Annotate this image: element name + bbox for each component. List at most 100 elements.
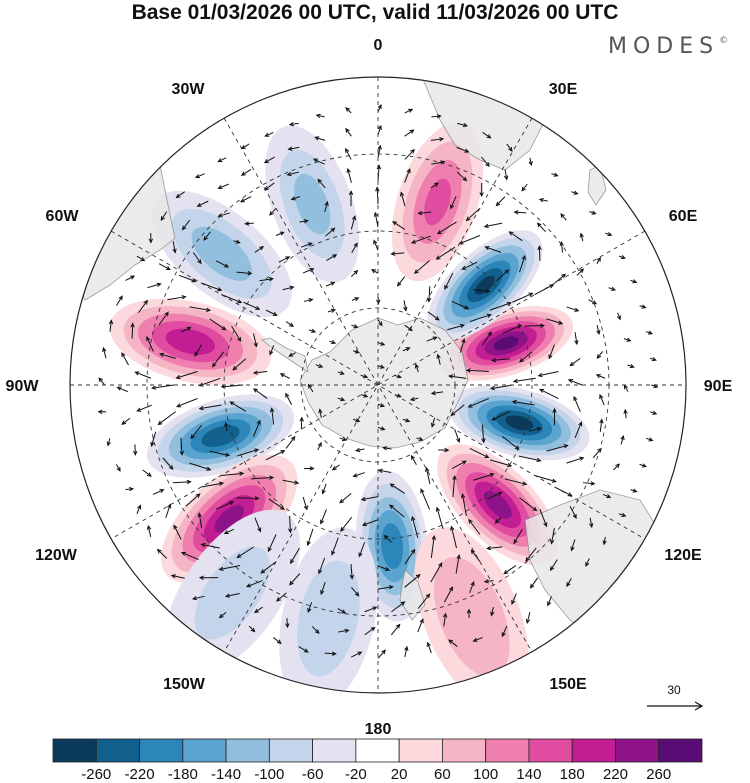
wind-arrow — [410, 235, 431, 244]
wind-arrow — [269, 407, 275, 425]
wind-arrow — [320, 581, 326, 596]
wind-arrow — [243, 301, 261, 310]
graticule — [70, 77, 686, 693]
wind-arrow — [383, 534, 392, 543]
anomaly-blob — [109, 298, 272, 385]
wind-arrow — [239, 196, 252, 203]
wind-arrow — [618, 512, 627, 517]
wind-arrow — [282, 285, 295, 291]
wind-arrow — [130, 322, 135, 339]
wind-arrow — [513, 529, 523, 545]
wind-arrow — [570, 539, 576, 552]
wind-arrow — [529, 577, 539, 589]
wind-arrow — [290, 547, 300, 565]
wind-arrow — [546, 444, 569, 452]
wind-arrow — [525, 612, 531, 624]
wind-arrow — [160, 211, 168, 222]
wind-arrow — [269, 207, 277, 216]
wind-arrow — [371, 268, 379, 274]
wind-arrow — [221, 471, 245, 476]
wind-arrow — [450, 525, 457, 549]
lon-label-120e: 120E — [664, 547, 702, 564]
wind-arrow — [424, 466, 431, 484]
wind-arrow — [358, 542, 366, 558]
wind-arrow — [447, 323, 466, 331]
wind-arrow — [649, 410, 658, 415]
wind-arrow — [361, 519, 379, 527]
lon-label-180: 180 — [365, 721, 392, 738]
wind-arrow — [314, 136, 326, 141]
wind-arrow — [588, 299, 598, 305]
colorbar-swatch — [268, 738, 314, 763]
wind-arrow — [491, 410, 511, 421]
wind-arrow — [136, 404, 152, 412]
brand-name: MODES — [608, 34, 720, 59]
wind-arrow — [136, 255, 146, 262]
wind-arrow — [151, 384, 175, 390]
wind-arrow — [554, 273, 567, 284]
wind-arrow — [327, 308, 337, 313]
wind-arrow — [479, 182, 484, 198]
colorbar-tick-label: -220 — [125, 766, 155, 783]
wind-arrow — [172, 241, 177, 254]
wind-arrow — [457, 122, 469, 128]
lon-label-30e: 30E — [549, 81, 578, 98]
wind-arrow — [450, 196, 457, 210]
wind-arrow — [203, 231, 211, 241]
wind-arrow — [133, 444, 138, 456]
wind-arrow — [285, 392, 293, 405]
wind-arrow — [430, 534, 436, 558]
wind-arrow — [209, 318, 227, 331]
wind-arrow — [158, 352, 176, 359]
colorbar-swatch — [615, 738, 660, 763]
wind-arrow — [345, 106, 352, 114]
map-boundary — [69, 76, 687, 694]
wind-arrow — [589, 210, 597, 215]
wind-arrow — [134, 371, 152, 379]
wind-arrow — [315, 113, 325, 119]
wind-arrow — [325, 227, 336, 237]
wind-arrow — [224, 593, 240, 598]
wind-arrow — [299, 416, 304, 430]
wind-arrow — [404, 168, 411, 183]
wind-arrow — [254, 517, 262, 533]
wind-arrow — [306, 528, 314, 547]
wind-arrow — [321, 483, 327, 495]
wind-arrow — [340, 516, 353, 532]
wind-arrow — [373, 211, 379, 228]
colorbar-tick-label: 60 — [434, 766, 451, 783]
wind-arrow — [245, 580, 263, 588]
wind-arrow — [506, 143, 513, 152]
wind-arrow — [142, 469, 152, 477]
wind-arrow — [331, 464, 340, 471]
wind-arrow — [525, 547, 537, 562]
wind-arrow — [377, 364, 385, 369]
wind-arrow — [288, 122, 299, 127]
wind-arrow — [450, 404, 465, 417]
colorbar-tick-label: -60 — [302, 766, 324, 783]
wind-arrow — [456, 171, 468, 182]
wind-arrow — [442, 612, 448, 627]
wind-arrow — [504, 478, 528, 486]
wind-arrow — [461, 261, 478, 270]
wind-arrow — [324, 651, 337, 656]
wind-arrow — [528, 427, 542, 432]
wind-arrow — [583, 481, 596, 486]
wind-arrow — [459, 338, 466, 353]
wind-arrow — [285, 618, 290, 629]
wind-arrow — [469, 581, 475, 594]
wind-arrow — [596, 256, 601, 264]
wind-arrow — [211, 351, 225, 368]
wind-arrow — [158, 311, 169, 326]
colorbar-tick-label: 260 — [646, 766, 671, 783]
wind-arrow — [218, 565, 241, 572]
wind-arrow — [178, 274, 197, 283]
wind-arrow — [349, 563, 355, 580]
wind-arrow — [404, 645, 409, 658]
wind-arrow — [218, 611, 227, 619]
wind-arrow — [337, 370, 345, 375]
wind-arrow — [194, 173, 205, 179]
wind-arrow — [252, 388, 268, 399]
wind-arrow — [377, 124, 382, 135]
lon-label-30w: 30W — [172, 81, 206, 98]
